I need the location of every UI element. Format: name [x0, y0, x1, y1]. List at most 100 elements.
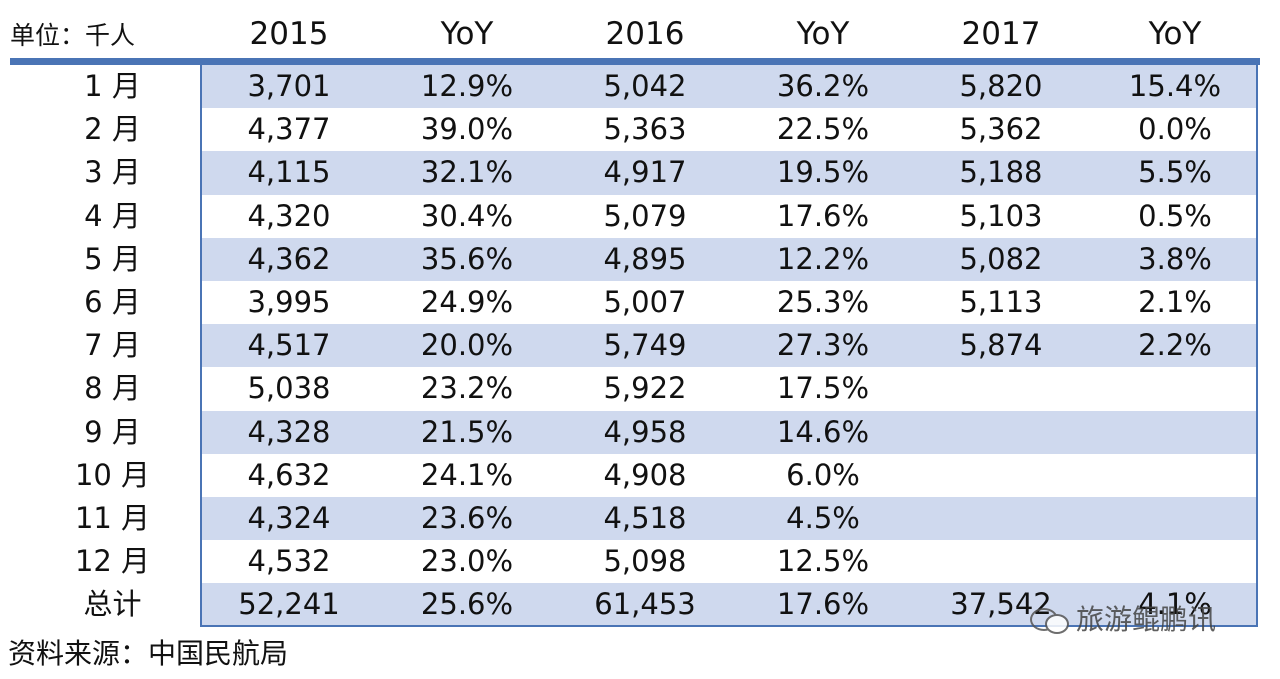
table-row: 3 月 4,115 32.1% 4,917 19.5% 5,188 5.5% — [0, 151, 1280, 195]
row-stripe — [202, 237, 1258, 281]
table-row: 9 月 4,328 21.5% 4,958 14.6% — [0, 410, 1280, 454]
row-label: 1 月 — [84, 69, 141, 103]
table-cell: 5,098 — [603, 544, 687, 579]
table-cell: 5,038 — [247, 371, 331, 406]
table-cell: 52,241 — [238, 587, 340, 622]
row-label: 总计 — [83, 587, 142, 622]
table-row: 11 月 4,324 23.6% 4,518 4.5% — [0, 497, 1280, 541]
col-header-yoy-2017: YoY — [1148, 16, 1202, 52]
col-header-yoy-2015: YoY — [440, 16, 494, 52]
table-cell: 14.6% — [776, 414, 870, 449]
table-cell: 5,113 — [959, 285, 1043, 319]
row-label: 2 月 — [84, 112, 141, 147]
unit-label: 单位：千人 — [10, 21, 136, 50]
table-cell: 5,188 — [959, 155, 1043, 190]
table-row: 5 月 4,362 35.6% 4,895 12.2% 5,082 3.8% — [0, 237, 1280, 281]
row-label: 12 月 — [74, 544, 151, 579]
table-cell: 4.1% — [1138, 587, 1212, 622]
table-cell: 4,958 — [603, 414, 687, 449]
table-cell: 5,079 — [603, 198, 687, 233]
table-cell: 61,453 — [594, 587, 696, 622]
table-cell: 12.2% — [776, 241, 870, 276]
table-cell: 24.1% — [420, 457, 514, 492]
table-cell: 4,377 — [247, 112, 331, 147]
table-cell: 5.5% — [1138, 155, 1212, 190]
table-cell: 4.5% — [786, 501, 860, 535]
table-row: 12 月 4,532 23.0% 5,098 12.5% — [0, 540, 1280, 583]
table-cell: 5,042 — [603, 69, 687, 103]
row-stripe — [202, 324, 1258, 368]
row-label: 9 月 — [84, 414, 141, 449]
table-cell: 21.5% — [420, 414, 514, 449]
table-row: 1 月 3,701 12.9% 5,042 36.2% 5,820 15.4% — [0, 65, 1280, 109]
row-label: 7 月 — [84, 328, 141, 363]
table-cell: 5,362 — [959, 112, 1043, 147]
table-cell: 30.4% — [420, 198, 514, 233]
table-cell: 19.5% — [776, 155, 870, 190]
table-cell: 17.5% — [776, 371, 870, 406]
table-cell: 24.9% — [420, 285, 514, 319]
table-row: 10 月 4,632 24.1% 4,908 6.0% — [0, 454, 1280, 497]
table-cell: 5,874 — [959, 328, 1043, 363]
row-label: 4 月 — [84, 198, 141, 233]
table-border — [200, 65, 1258, 627]
table-cell: 2.1% — [1138, 285, 1212, 319]
table-cell: 23.6% — [420, 501, 514, 535]
table-row: 2 月 4,377 39.0% 5,363 22.5% 5,362 0.0% — [0, 108, 1280, 151]
table-cell: 4,632 — [247, 457, 331, 492]
table-cell: 12.9% — [420, 69, 514, 103]
source-note: 资料来源：中国民航局 — [8, 637, 289, 670]
table-cell: 20.0% — [420, 328, 514, 363]
table-cell: 5,082 — [959, 241, 1043, 276]
row-label: 8 月 — [84, 371, 141, 406]
table-cell: 22.5% — [776, 112, 870, 147]
table-cell: 32.1% — [420, 155, 514, 190]
table-cell: 4,517 — [247, 328, 331, 363]
col-header-2017: 2017 — [961, 16, 1041, 52]
watermark-text: 旅游鲲鹏讯 — [1076, 603, 1217, 636]
table-row: 总计 52,241 25.6% 61,453 17.6% 37,542 4.1% — [0, 583, 1280, 627]
table-cell: 2.2% — [1138, 328, 1212, 363]
table-cell: 39.0% — [420, 112, 514, 147]
row-stripe — [202, 151, 1258, 195]
table-cell: 35.6% — [420, 241, 514, 276]
table-row: 7 月 4,517 20.0% 5,749 27.3% 5,874 2.2% — [0, 324, 1280, 368]
table-cell: 17.6% — [776, 587, 870, 622]
table-cell: 4,532 — [247, 544, 331, 579]
row-stripe — [202, 583, 1258, 627]
table-cell: 4,328 — [247, 414, 331, 449]
table-cell: 4,362 — [247, 241, 331, 276]
row-stripe — [202, 497, 1258, 541]
col-header-2015: 2015 — [249, 16, 329, 52]
table-cell: 12.5% — [776, 544, 870, 579]
row-label: 6 月 — [84, 285, 141, 319]
table-cell: 25.6% — [420, 587, 514, 622]
table-cell: 36.2% — [776, 69, 870, 103]
table-cell: 5,749 — [603, 328, 687, 363]
table-cell: 5,007 — [603, 285, 687, 319]
wechat-icon — [1030, 602, 1070, 634]
row-label: 5 月 — [84, 241, 141, 276]
table-cell: 3,995 — [247, 285, 331, 319]
table-cell: 4,917 — [603, 155, 687, 190]
table-cell: 23.2% — [420, 371, 514, 406]
table-row: 4 月 4,320 30.4% 5,079 17.6% 5,103 0.5% — [0, 195, 1280, 238]
table-cell: 5,103 — [959, 198, 1043, 233]
table-header: 单位：千人 2015 YoY 2016 YoY 2017 YoY — [0, 0, 1280, 58]
table-cell: 5,820 — [959, 69, 1043, 103]
table-cell: 5,363 — [603, 112, 687, 147]
table-cell: 0.5% — [1138, 198, 1212, 233]
col-header-2016: 2016 — [605, 16, 685, 52]
table-cell: 4,908 — [603, 457, 687, 492]
table-cell: 15.4% — [1128, 69, 1222, 103]
table-cell: 27.3% — [776, 328, 870, 363]
table-cell: 4,895 — [603, 241, 687, 276]
table-cell: 4,324 — [247, 501, 331, 535]
row-label: 11 月 — [74, 501, 151, 535]
table-row: 6 月 3,995 24.9% 5,007 25.3% 5,113 2.1% — [0, 281, 1280, 324]
table-cell: 6.0% — [786, 457, 860, 492]
watermark: 旅游鲲鹏讯 — [1030, 598, 1216, 638]
col-header-yoy-2016: YoY — [796, 16, 850, 52]
table-cell: 3,701 — [247, 69, 331, 103]
table-cell: 0.0% — [1138, 112, 1212, 147]
